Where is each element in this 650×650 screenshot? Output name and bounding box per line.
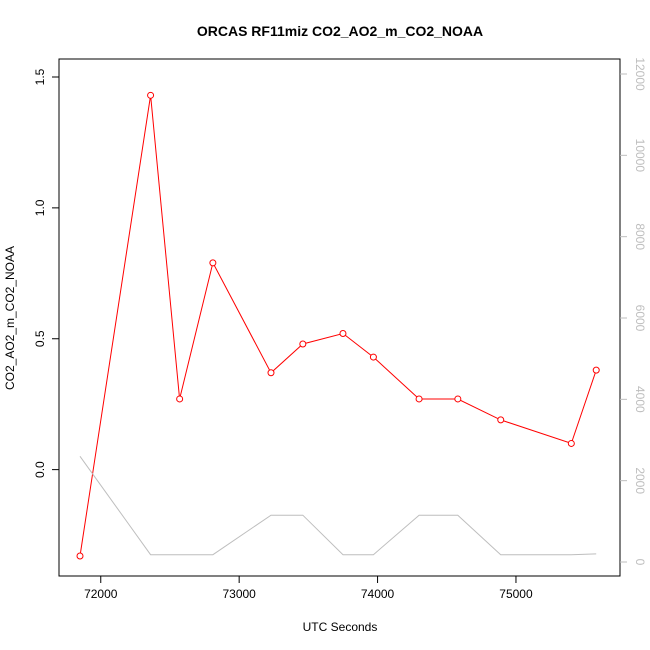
data-point [209, 259, 217, 267]
y-axis-label: CO2_AO2_m_CO2_NOAA [3, 246, 17, 390]
data-point [369, 353, 377, 361]
data-point [76, 552, 84, 560]
series-line-left-axis [79, 95, 597, 557]
data-point [567, 439, 575, 447]
y2-tick-label: 6000 [633, 305, 647, 332]
y2-tick-label: 12000 [633, 57, 647, 91]
series-line-right-axis [79, 456, 597, 556]
data-point [147, 91, 155, 99]
data-point [267, 369, 275, 377]
y-tick-label: 0.5 [33, 330, 47, 347]
y2-tick-label: 0 [633, 559, 647, 566]
x-axis-label: UTC Seconds [303, 620, 378, 634]
data-point [415, 395, 423, 403]
y2-tick-label: 8000 [633, 223, 647, 250]
data-point [592, 366, 600, 374]
y2-tick-label: 4000 [633, 386, 647, 413]
y-tick-label: 1.0 [33, 199, 47, 216]
plot-frame [58, 58, 621, 577]
data-point [299, 340, 307, 348]
y-tick-label: 1.5 [33, 68, 47, 85]
x-tick-label: 73000 [222, 587, 256, 601]
x-tick-label: 75000 [499, 587, 533, 601]
x-tick-label: 74000 [361, 587, 395, 601]
data-point [339, 330, 347, 338]
data-point [454, 395, 462, 403]
y2-tick-label: 2000 [633, 467, 647, 494]
data-point [497, 416, 505, 424]
chart-title: ORCAS RF11miz CO2_AO2_m_CO2_NOAA [197, 23, 483, 39]
y2-tick-label: 10000 [633, 139, 647, 173]
data-point [176, 395, 184, 403]
y-tick-label: 0.0 [33, 461, 47, 478]
x-tick-label: 72000 [84, 587, 118, 601]
